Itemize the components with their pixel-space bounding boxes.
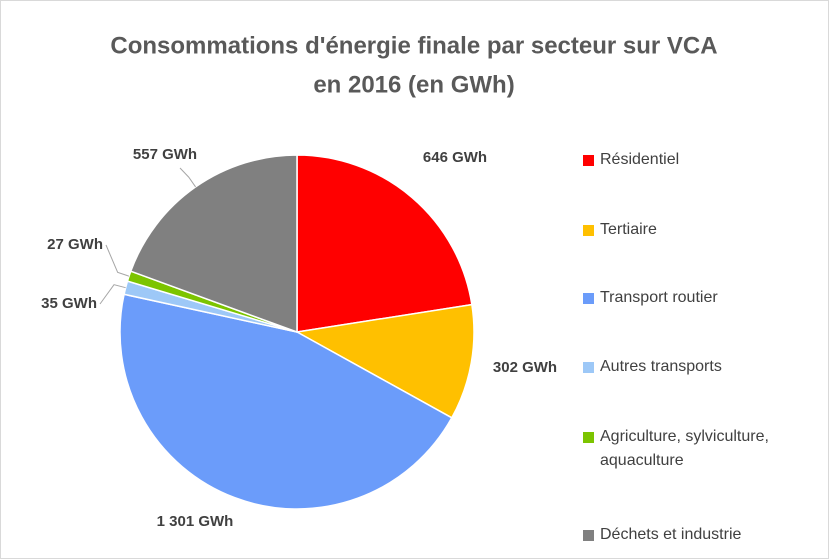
legend-label: Déchets et industrie — [600, 526, 742, 543]
data-label: 557 GWh — [133, 146, 197, 163]
legend-label: Agriculture, sylviculture, aquaculture — [600, 428, 769, 469]
legend-swatch — [583, 432, 594, 443]
legend-label: Tertiaire — [600, 221, 657, 238]
legend-swatch — [583, 362, 594, 373]
legend-item: Autres transports — [583, 355, 823, 379]
legend-label: Transport routier — [600, 289, 718, 306]
legend-item: Résidentiel — [583, 148, 823, 172]
pie-slice — [129, 154, 298, 334]
legend-label: Résidentiel — [600, 151, 680, 168]
pie-slice — [296, 154, 473, 333]
chart-title: en 2016 (en GWh) — [313, 71, 514, 98]
data-label: 27 GWh — [47, 236, 103, 253]
data-label: 35 GWh — [41, 295, 97, 312]
leader-line — [99, 284, 126, 305]
legend-swatch — [583, 293, 594, 304]
data-label: 302 GWh — [493, 359, 557, 376]
pie-slice — [294, 303, 475, 419]
legend-label: Autres transports — [600, 358, 722, 375]
legend-item: Tertiaire — [583, 218, 823, 242]
data-label: 1 301 GWh — [157, 513, 234, 530]
data-label: 646 GWh — [423, 149, 487, 166]
legend-item: Transport routier — [583, 286, 823, 310]
legend-swatch — [583, 155, 594, 166]
chart-title: Consommations d'énergie finale par secte… — [110, 32, 717, 59]
legend-item: Déchets et industrie — [583, 523, 823, 547]
pie-slice — [119, 293, 453, 510]
leader-line — [105, 244, 130, 277]
legend-item: Agriculture, sylviculture, aquaculture — [583, 425, 823, 473]
leader-line — [179, 167, 196, 188]
legend-swatch — [583, 225, 594, 236]
legend-swatch — [583, 530, 594, 541]
